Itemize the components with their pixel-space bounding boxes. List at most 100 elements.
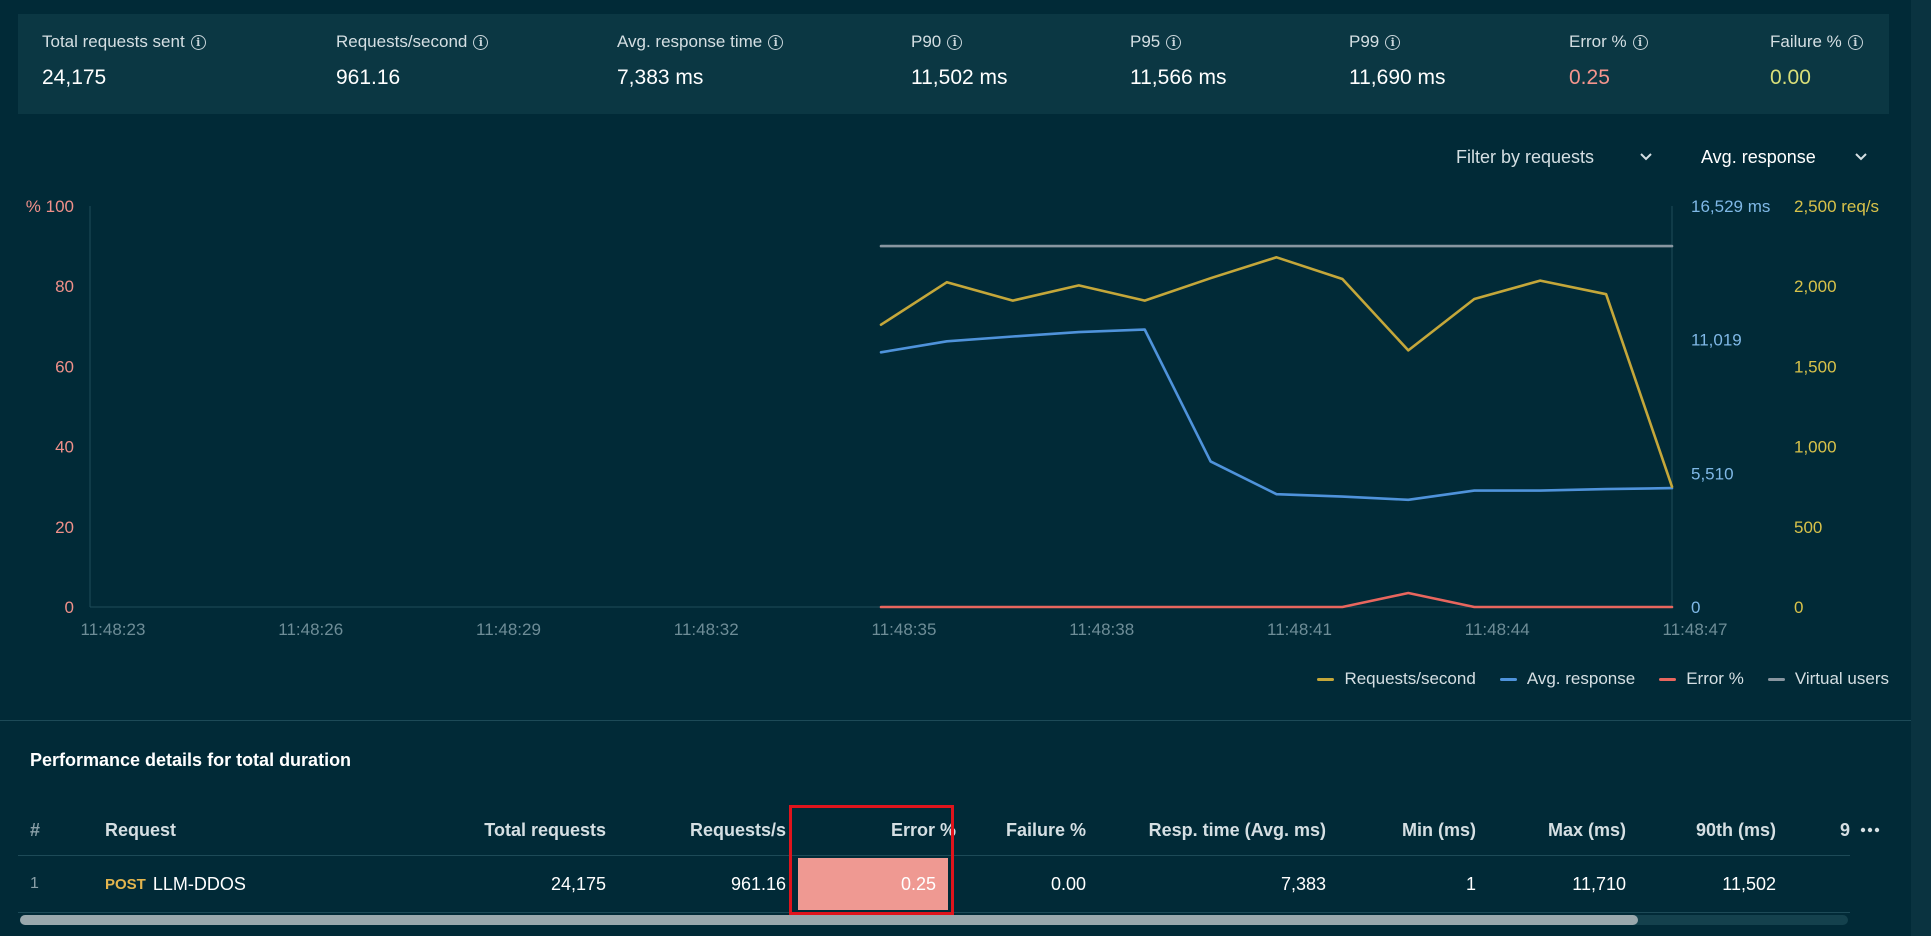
info-icon[interactable]: i (1166, 34, 1182, 50)
stat-value: 7,383 ms (617, 66, 704, 89)
min-cell: 1 (1465, 873, 1476, 894)
x-tick-label: 11:48:29 (476, 620, 541, 639)
info-icon[interactable]: i (473, 34, 489, 50)
y-right-tick-label: 1,000 (1794, 438, 1837, 457)
legend-label: Error % (1686, 669, 1744, 688)
y-mid-tick-label: 5,510 (1691, 464, 1734, 483)
x-tick-label: 11:48:47 (1663, 620, 1728, 639)
stat-p99: P99 i 11,690 ms (1349, 32, 1446, 90)
series-line-avg-response (879, 328, 1674, 502)
col-truncated[interactable]: 9 (1840, 819, 1851, 840)
info-icon[interactable]: i (947, 34, 963, 50)
y-left-tick-label: 20 (55, 518, 74, 537)
stat-p90: P90 i 11,502 ms (911, 32, 1008, 90)
resp-time-cell: 7,383 (1280, 873, 1326, 894)
dropdown-label: Avg. response (1701, 146, 1816, 167)
stat-avg-response-time: Avg. response time i 7,383 ms (617, 32, 784, 90)
page-scrollbar[interactable] (1911, 0, 1931, 936)
summary-stats-panel: Total requests sent i 24,175 Requests/sec… (18, 14, 1889, 114)
info-icon[interactable]: i (1632, 34, 1648, 50)
y-right-tick-label: 500 (1794, 518, 1822, 537)
stat-value: 24,175 (42, 66, 107, 89)
col-min[interactable]: Min (ms) (1402, 819, 1476, 840)
col-max[interactable]: Max (ms) (1547, 819, 1626, 840)
stat-value: 11,690 ms (1349, 66, 1446, 89)
info-icon[interactable]: i (768, 34, 784, 50)
stat-label: P95 (1130, 32, 1161, 51)
requests-per-second-cell: 961.16 (730, 873, 786, 894)
stat-label: P90 (911, 32, 942, 51)
section-divider (0, 720, 1911, 721)
total-requests-cell: 24,175 (550, 873, 606, 894)
chevron-down-icon (1640, 153, 1652, 161)
y-mid-tick-label: 11,019 (1691, 331, 1742, 350)
info-icon[interactable]: i (1385, 34, 1401, 50)
col-number: # (30, 819, 41, 840)
table-row[interactable]: 1 POST LLM-DDOS 24,175 961.16 0.25 0.00 7… (18, 856, 1850, 913)
legend-swatch (1317, 677, 1335, 681)
filter-by-requests-dropdown[interactable]: Filter by requests (1456, 143, 1656, 171)
series-line-error- (879, 591, 1674, 609)
col-failure-percent[interactable]: Failure % (1005, 819, 1086, 840)
x-tick-label: 11:48:44 (1465, 620, 1530, 639)
legend-item-avg-response[interactable]: Avg. response (1499, 669, 1636, 689)
stat-failure-percent: Failure % i 0.00 (1770, 32, 1863, 90)
chart-legend: Requests/second Avg. response Error % Vi… (1317, 669, 1889, 689)
request-name-cell[interactable]: POST LLM-DDOS (105, 856, 246, 912)
legend-item-requests-per-second[interactable]: Requests/second (1317, 669, 1476, 689)
table-header: # Request Total requests Requests/s Erro… (18, 805, 1880, 856)
stat-error-percent: Error % i 0.25 (1569, 32, 1648, 90)
y-left-tick-label: % 100 (26, 197, 74, 216)
horizontal-scrollbar-thumb[interactable] (20, 915, 1638, 925)
horizontal-scrollbar[interactable] (20, 915, 1848, 925)
row-number: 1 (30, 875, 39, 892)
col-requests-per-second[interactable]: Requests/s (689, 819, 786, 840)
legend-swatch (1499, 677, 1517, 681)
stat-value: 0.00 (1770, 66, 1811, 89)
y-left-tick-label: 60 (55, 357, 74, 376)
y-right-tick-label: 2,500 req/s (1794, 197, 1879, 216)
performance-table: # Request Total requests Requests/s Erro… (18, 805, 1880, 913)
col-resp-time[interactable]: Resp. time (Avg. ms) (1148, 819, 1326, 840)
section-title: Performance details for total duration (30, 750, 352, 770)
metric-dropdown[interactable]: Avg. response (1701, 143, 1871, 171)
performance-chart: % 100 80 60 40 20 0 16,529 ms 11,019 5,510 0 2,500… (26, 197, 1879, 639)
y-mid-tick-label: 0 (1691, 598, 1700, 617)
failure-percent-cell: 0.00 (1050, 873, 1086, 894)
col-total-requests[interactable]: Total requests (484, 819, 606, 840)
series-line-requests-second (879, 256, 1674, 489)
chevron-down-icon (1855, 153, 1867, 161)
x-tick-label: 11:48:41 (1267, 620, 1332, 639)
y-left-tick-label: 40 (55, 438, 74, 457)
col-request[interactable]: Request (105, 819, 177, 840)
more-options-icon (1860, 827, 1880, 833)
legend-item-error-percent[interactable]: Error % (1659, 669, 1744, 689)
stat-value: 11,502 ms (911, 66, 1008, 89)
y-right-tick-label: 0 (1794, 598, 1803, 617)
stat-label: Avg. response time (617, 32, 763, 51)
x-tick-label: 11:48:35 (872, 620, 937, 639)
legend-swatch (1767, 677, 1785, 681)
y-left-tick-label: 80 (55, 277, 74, 296)
stat-label: Total requests sent (42, 32, 185, 51)
legend-item-virtual-users[interactable]: Virtual users (1767, 669, 1889, 689)
stat-label: Requests/second (336, 32, 468, 51)
stat-requests-per-second: Requests/second i 961.16 (336, 32, 489, 90)
http-method-badge: POST (105, 875, 146, 893)
legend-swatch (1659, 677, 1677, 681)
stat-label: Failure % (1770, 32, 1842, 51)
stat-value: 961.16 (336, 66, 401, 89)
col-90th[interactable]: 90th (ms) (1695, 819, 1776, 840)
legend-label: Avg. response (1526, 669, 1636, 688)
info-icon[interactable]: i (190, 34, 206, 50)
x-tick-label: 11:48:32 (674, 620, 739, 639)
col-error-percent[interactable]: Error % (890, 819, 956, 840)
info-icon[interactable]: i (1847, 34, 1863, 50)
stat-total-requests: Total requests sent i 24,175 (42, 32, 206, 90)
stat-p95: P95 i 11,566 ms (1130, 32, 1227, 90)
stat-label: P99 (1349, 32, 1380, 51)
y-right-tick-label: 1,500 (1794, 357, 1837, 376)
ellipsis-icon[interactable] (1860, 805, 1880, 855)
x-tick-label: 11:48:26 (278, 620, 343, 639)
request-name: LLM-DDOS (152, 873, 246, 894)
